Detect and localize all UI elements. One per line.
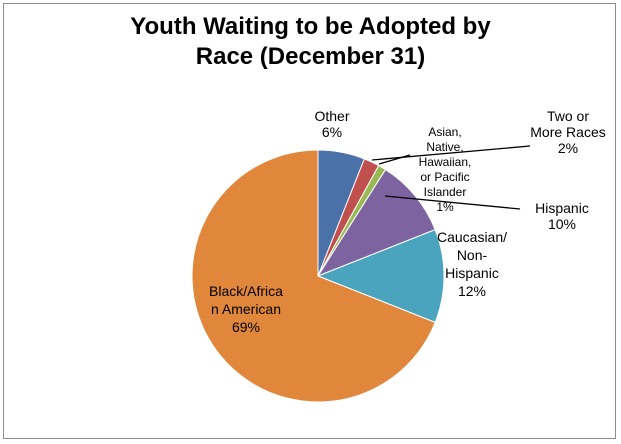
slice-label-line: 6% <box>322 124 342 140</box>
slice-label-line: Islander <box>424 185 467 199</box>
leader-lines <box>371 145 531 210</box>
leader-line-two-or <box>371 145 531 161</box>
slice-label-line: More Races <box>530 124 605 140</box>
slice-label-line: Hawaiian, <box>419 155 472 169</box>
leader-line-hispanic <box>384 195 521 210</box>
slice-label-line: Non- <box>457 247 488 263</box>
slice-label-line: Asian, <box>428 125 461 139</box>
slice-label-line: 12% <box>458 283 486 299</box>
slice-label-line: Two or <box>547 108 589 124</box>
chart-title: Youth Waiting to be Adopted by Race (Dec… <box>0 12 621 72</box>
slice-label-line: 69% <box>232 319 260 335</box>
slice-label-hispanic: Hispanic 10% <box>535 200 589 232</box>
slice-label-black-africa: Black/Africa n American 69% <box>209 283 283 335</box>
slice-label-two-or: Two or More Races 2% <box>530 108 605 156</box>
pie-slice-caucasian <box>316 228 445 324</box>
slice-label-line: 2% <box>558 140 578 156</box>
slice-label-line: Native, <box>426 140 463 154</box>
slice-label-other: Other 6% <box>314 108 349 140</box>
slice-label-line: Hispanic <box>445 265 499 281</box>
slice-label-line: Black/Africa <box>209 283 283 299</box>
pie-slices <box>191 149 445 403</box>
slice-label-line: Caucasian/ <box>437 229 507 245</box>
chart-title-line-1: Youth Waiting to be Adopted by <box>130 13 491 40</box>
slice-labels: Other 6% Two or More Races 2% Asian, Native, Ha… <box>209 108 606 335</box>
slice-label-line: or Pacific <box>420 170 469 184</box>
chart-title-line-2: Race (December 31) <box>195 43 426 70</box>
slice-label-asian: Asian, Native, Hawaiian, or Pacific Islander… <box>419 125 472 214</box>
slice-label-line: Other <box>314 108 349 124</box>
slice-label-line: n American <box>211 301 281 317</box>
slice-label-line: Hispanic <box>535 200 589 216</box>
pie-slice-black-africa <box>191 149 436 403</box>
pie-slice-hispanic <box>316 168 436 278</box>
slice-label-caucasian: Caucasian/Non- Hispanic 12% <box>437 229 507 299</box>
slice-label-line: 1% <box>436 200 454 214</box>
slice-label-line: 10% <box>548 216 576 232</box>
leader-line-asian <box>378 154 411 165</box>
